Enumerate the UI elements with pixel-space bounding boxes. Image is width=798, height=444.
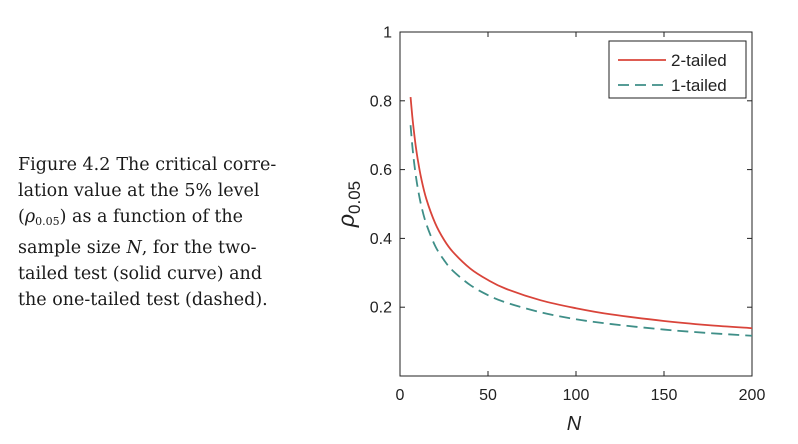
y-tick-label: 0.4	[370, 231, 392, 248]
caption-text: tailed test (solid curve) and	[18, 264, 263, 284]
caption-line: (ρ0.05) as a function of the	[18, 204, 318, 235]
series-line-1-tailed	[409, 125, 753, 337]
legend-box	[608, 40, 747, 99]
caption-text: the one-tailed test (dashed).	[18, 290, 268, 310]
caption-line: the one-tailed test (dashed).	[18, 287, 318, 313]
caption-line: Figure 4.2 The critical corre-	[18, 152, 318, 178]
x-tick-label: 100	[563, 387, 590, 404]
y-axis-symbol: ρ	[333, 214, 359, 228]
figure-caption: Figure 4.2 The critical corre-lation valu…	[18, 152, 318, 313]
caption-text: The critical corre-	[116, 155, 277, 175]
y-tick-label: 0.2	[370, 300, 392, 317]
series-line-2-tailed	[409, 96, 753, 330]
caption-text: lation value at the 5% level	[18, 181, 260, 201]
legend-label: 2-tailed	[671, 51, 727, 70]
legend-label: 1-tailed	[671, 76, 727, 95]
caption-line: sample size N, for the two-	[18, 235, 318, 261]
x-axis-label: N	[567, 413, 582, 435]
y-tick-label: 1	[383, 25, 392, 42]
caption-line: tailed test (solid curve) and	[18, 261, 318, 287]
caption-line: lation value at the 5% level	[18, 178, 318, 204]
y-axis-label: ρ0.05	[333, 181, 364, 228]
correlation-chart: 0 50 100 150 200 0.2 0.4 0.6 0.8 1 Nρ0.05 2-tailed 1…	[333, 25, 766, 436]
x-tick-label: 150	[651, 387, 678, 404]
caption-symbol: N	[126, 238, 142, 258]
y-tick-label: 0.6	[370, 162, 392, 179]
caption-text: (	[18, 207, 25, 227]
caption-subscript: 0.05	[35, 215, 60, 228]
x-tick-label: 0	[396, 387, 405, 404]
caption-text: , for the two-	[141, 238, 257, 258]
x-tick-label: 200	[739, 387, 766, 404]
y-tick-label: 0.8	[370, 93, 392, 110]
y-axis-subscript: 0.05	[345, 181, 364, 214]
x-tick-label: 50	[479, 387, 497, 404]
caption-symbol: ρ	[24, 207, 36, 227]
caption-text: sample size	[18, 238, 127, 258]
figure-label: Figure 4.2	[18, 155, 111, 175]
caption-text: ) as a function of the	[59, 207, 244, 227]
